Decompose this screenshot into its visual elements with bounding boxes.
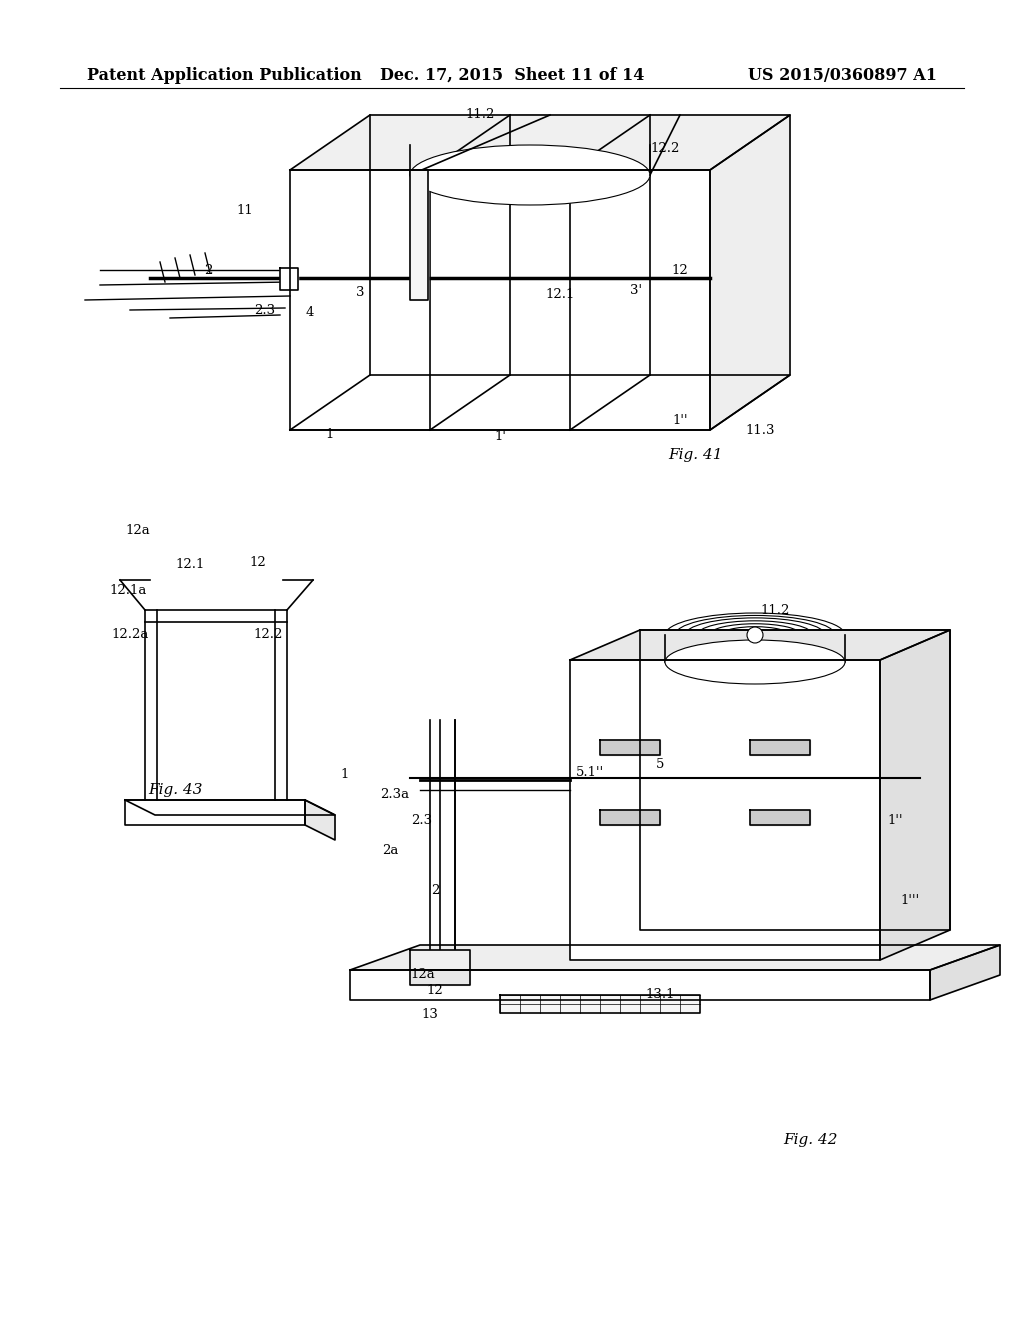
Text: 1''': 1''' xyxy=(900,894,920,907)
Polygon shape xyxy=(350,945,1000,970)
Text: 12: 12 xyxy=(427,983,443,997)
Text: Fig. 41: Fig. 41 xyxy=(668,447,722,462)
Polygon shape xyxy=(750,741,810,755)
Text: US 2015/0360897 A1: US 2015/0360897 A1 xyxy=(748,66,937,83)
Text: 5.1'': 5.1'' xyxy=(575,767,604,780)
Text: 11.2: 11.2 xyxy=(465,108,495,121)
Ellipse shape xyxy=(665,640,845,684)
Text: 2a: 2a xyxy=(382,843,398,857)
Polygon shape xyxy=(750,810,810,825)
Polygon shape xyxy=(305,800,335,840)
Polygon shape xyxy=(640,630,950,931)
Text: 13.1: 13.1 xyxy=(645,989,675,1002)
Polygon shape xyxy=(410,170,428,300)
Polygon shape xyxy=(125,800,335,814)
Polygon shape xyxy=(410,950,470,970)
Text: 12.1: 12.1 xyxy=(546,289,574,301)
Polygon shape xyxy=(710,115,790,430)
Text: 12.2: 12.2 xyxy=(253,628,283,642)
Polygon shape xyxy=(350,970,930,1001)
Polygon shape xyxy=(290,375,790,430)
Text: 11.2: 11.2 xyxy=(760,603,790,616)
Text: 4: 4 xyxy=(306,305,314,318)
Text: 12.2a: 12.2a xyxy=(112,628,148,642)
Polygon shape xyxy=(290,170,710,430)
Polygon shape xyxy=(280,268,298,290)
Text: 1: 1 xyxy=(326,429,334,441)
Text: 2.3: 2.3 xyxy=(254,304,275,317)
Text: 2.3a: 2.3a xyxy=(381,788,410,801)
Ellipse shape xyxy=(410,145,650,205)
Text: 12a: 12a xyxy=(410,969,435,982)
Text: 12a: 12a xyxy=(126,524,151,536)
Polygon shape xyxy=(500,995,700,1012)
Text: 11: 11 xyxy=(237,203,253,216)
Text: 12.1: 12.1 xyxy=(175,558,205,572)
Polygon shape xyxy=(410,970,470,985)
Text: Dec. 17, 2015  Sheet 11 of 14: Dec. 17, 2015 Sheet 11 of 14 xyxy=(380,66,644,83)
Polygon shape xyxy=(930,945,1000,1001)
Text: 12.1a: 12.1a xyxy=(110,583,146,597)
Polygon shape xyxy=(570,660,880,960)
Text: 5: 5 xyxy=(655,759,665,771)
Text: 13: 13 xyxy=(422,1008,438,1022)
Text: 11.3: 11.3 xyxy=(745,424,775,437)
Polygon shape xyxy=(125,800,305,825)
Text: 3': 3' xyxy=(630,284,642,297)
Text: 3: 3 xyxy=(355,285,365,298)
Text: 1: 1 xyxy=(341,768,349,781)
Text: 12: 12 xyxy=(672,264,688,276)
Text: 1': 1' xyxy=(494,430,506,444)
Text: 2: 2 xyxy=(431,883,439,896)
Text: 1'': 1'' xyxy=(672,413,688,426)
Text: Patent Application Publication: Patent Application Publication xyxy=(87,66,361,83)
Text: 2.3: 2.3 xyxy=(412,813,432,826)
Polygon shape xyxy=(570,630,950,660)
Polygon shape xyxy=(600,741,660,755)
Text: 1'': 1'' xyxy=(887,813,903,826)
Polygon shape xyxy=(880,630,950,960)
Text: 12.2: 12.2 xyxy=(650,141,680,154)
Text: Fig. 42: Fig. 42 xyxy=(782,1133,838,1147)
Circle shape xyxy=(746,627,763,643)
Text: 2: 2 xyxy=(204,264,212,276)
Text: Fig. 43: Fig. 43 xyxy=(147,783,203,797)
Text: 12: 12 xyxy=(250,556,266,569)
Polygon shape xyxy=(600,810,660,825)
Polygon shape xyxy=(290,115,790,170)
